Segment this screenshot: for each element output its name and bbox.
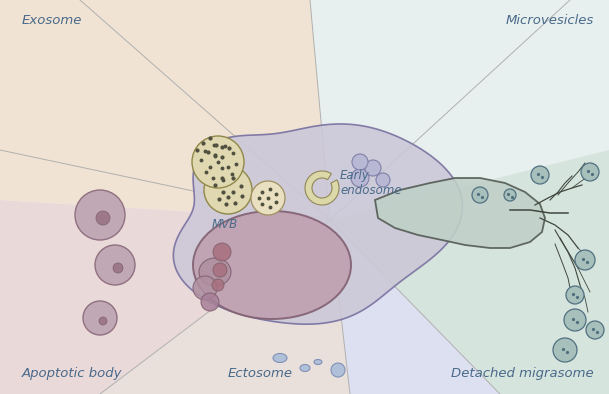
Text: Microvesicles: Microvesicles: [505, 14, 594, 27]
Circle shape: [575, 250, 595, 270]
Circle shape: [352, 154, 368, 170]
Circle shape: [553, 338, 577, 362]
Circle shape: [586, 321, 604, 339]
Circle shape: [376, 173, 390, 187]
Ellipse shape: [193, 211, 351, 319]
Text: Apoptotic body: Apoptotic body: [22, 367, 122, 380]
Ellipse shape: [300, 364, 310, 372]
Text: Detached migrasome: Detached migrasome: [451, 367, 594, 380]
Circle shape: [581, 163, 599, 181]
Circle shape: [75, 190, 125, 240]
Polygon shape: [375, 178, 545, 248]
Circle shape: [251, 181, 285, 215]
Polygon shape: [0, 0, 330, 220]
Text: Ectosome: Ectosome: [228, 367, 292, 380]
Circle shape: [351, 169, 369, 187]
Circle shape: [331, 363, 345, 377]
Circle shape: [96, 211, 110, 225]
Circle shape: [365, 160, 381, 176]
Polygon shape: [0, 200, 330, 394]
Circle shape: [504, 189, 516, 201]
Polygon shape: [100, 220, 350, 394]
Polygon shape: [330, 150, 609, 394]
Circle shape: [192, 136, 244, 188]
Ellipse shape: [314, 359, 322, 364]
Circle shape: [95, 245, 135, 285]
Text: MVB: MVB: [212, 218, 238, 231]
Circle shape: [531, 166, 549, 184]
Polygon shape: [330, 220, 500, 394]
Circle shape: [204, 166, 252, 214]
Ellipse shape: [199, 258, 231, 286]
Circle shape: [83, 301, 117, 335]
Circle shape: [472, 187, 488, 203]
Polygon shape: [305, 171, 339, 205]
Circle shape: [201, 293, 219, 311]
Polygon shape: [330, 150, 609, 394]
Text: Exosome: Exosome: [22, 14, 82, 27]
Circle shape: [99, 317, 107, 325]
Polygon shape: [174, 124, 462, 324]
Polygon shape: [310, 0, 609, 220]
Circle shape: [566, 286, 584, 304]
Circle shape: [113, 263, 123, 273]
Circle shape: [213, 263, 227, 277]
Ellipse shape: [273, 353, 287, 362]
Circle shape: [213, 243, 231, 261]
Circle shape: [212, 279, 224, 291]
Circle shape: [564, 309, 586, 331]
Circle shape: [193, 276, 217, 300]
Text: Early
endosome: Early endosome: [340, 169, 401, 197]
